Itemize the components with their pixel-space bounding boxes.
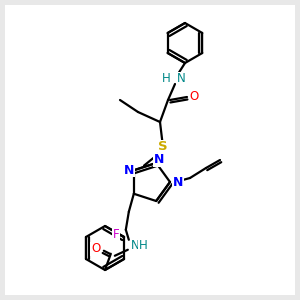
Text: F: F — [113, 227, 119, 241]
Text: H: H — [162, 73, 171, 85]
Text: N: N — [177, 73, 186, 85]
Text: N: N — [154, 154, 164, 166]
Text: H: H — [139, 239, 148, 252]
Text: N: N — [131, 239, 140, 252]
Text: N: N — [124, 164, 134, 177]
Text: N: N — [173, 176, 183, 188]
Text: O: O — [189, 91, 199, 103]
Text: S: S — [158, 140, 168, 154]
Text: O: O — [91, 242, 101, 255]
